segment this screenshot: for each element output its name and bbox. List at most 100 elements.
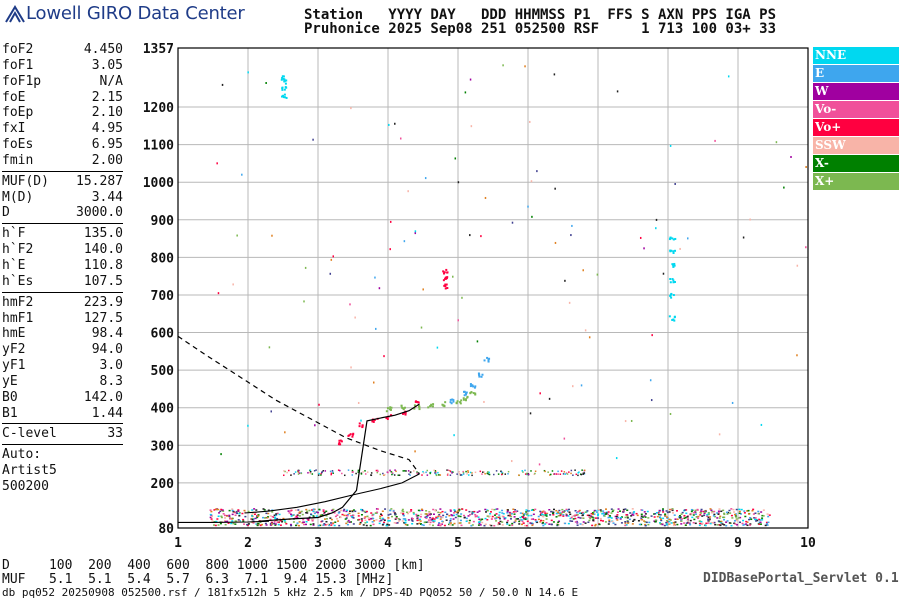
trace-point-0: [413, 404, 416, 407]
echo-dot: [331, 470, 334, 472]
x-tick-label: 3: [314, 536, 322, 551]
echo-dot: [699, 514, 702, 516]
echo-dot: [265, 516, 268, 519]
trace-point-4: [444, 287, 447, 290]
echo-dot: [464, 91, 467, 94]
echo-dot: [432, 508, 435, 511]
echo-dot: [511, 221, 514, 224]
echo-dot: [583, 473, 586, 475]
electron-density-profile: [258, 403, 420, 522]
echo-dot: [271, 523, 274, 525]
echo-dot: [452, 514, 455, 517]
echo-dot: [275, 513, 278, 515]
echo-dot: [429, 472, 431, 474]
echo-dot: [659, 516, 662, 519]
echo-dot: [377, 508, 380, 510]
echo-dot: [680, 520, 683, 522]
echo-dot: [459, 519, 462, 522]
echo-dot: [237, 510, 240, 512]
echo-dot: [720, 520, 723, 523]
echo-dot: [295, 515, 298, 518]
echo-dot: [394, 513, 397, 516]
trace-point-0: [462, 397, 465, 400]
echo-dot: [562, 473, 565, 475]
echo-dot: [416, 517, 419, 519]
echo-dot: [673, 523, 676, 525]
echo-dot: [466, 473, 468, 475]
echo-dot: [354, 510, 357, 513]
param-row-b0: B0 142.0: [2, 390, 123, 406]
echo-dot: [268, 346, 271, 349]
echo-dot: [626, 515, 629, 518]
echo-dot: [506, 523, 509, 525]
echo-dot: [274, 517, 277, 520]
trace-point-2: [463, 390, 466, 393]
echo-dot: [590, 512, 593, 515]
echo-dot: [584, 522, 587, 524]
echo-dot: [566, 473, 569, 475]
trace-point-2: [486, 356, 489, 359]
trace-point-0: [389, 406, 392, 409]
echo-dot: [435, 471, 437, 474]
trace-point-3: [672, 265, 675, 268]
echo-dot: [329, 470, 332, 473]
trace-point-4: [443, 284, 446, 287]
echo-dot: [244, 515, 247, 518]
echo-dot: [343, 514, 346, 517]
echo-dot: [647, 523, 650, 526]
echo-dot: [726, 520, 729, 522]
echo-dot: [636, 514, 639, 517]
echo-dot: [734, 515, 737, 517]
echo-dot: [579, 517, 582, 519]
echo-dot: [414, 230, 417, 233]
echo-dot: [506, 519, 509, 522]
echo-dot: [448, 523, 451, 526]
param-name: hmF1: [2, 310, 34, 326]
echo-dot: [357, 471, 359, 473]
trace-point-5: [283, 78, 286, 81]
echo-dot: [746, 510, 749, 512]
echo-dot: [236, 512, 239, 515]
echo-dot: [525, 511, 528, 513]
echo-dot: [406, 524, 409, 526]
echo-dot: [620, 516, 623, 518]
trace-point-3: [669, 236, 672, 239]
echo-dot: [419, 523, 422, 525]
echo-dot: [298, 521, 301, 523]
echo-dot: [516, 510, 519, 512]
echo-dot: [467, 515, 470, 517]
echo-dot: [790, 155, 792, 158]
echo-dot: [709, 508, 712, 510]
echo-dot: [497, 522, 500, 524]
echo-dot: [332, 255, 334, 258]
echo-dot: [650, 399, 653, 402]
echo-dot: [553, 473, 556, 475]
echo-dot: [330, 524, 333, 526]
y-tick-label: 500: [151, 364, 175, 379]
echo-dot: [748, 518, 751, 521]
y-tick-label: 700: [151, 289, 175, 304]
echo-dot: [579, 523, 582, 525]
echo-dot: [440, 523, 443, 526]
trace-point-4: [444, 277, 447, 280]
echo-dot: [274, 516, 277, 519]
param-name: hmF2: [2, 294, 34, 310]
echo-dot: [552, 508, 555, 511]
echo-dot: [305, 520, 308, 523]
echo-dot: [298, 511, 301, 513]
echo-dot: [522, 522, 525, 524]
echo-dot: [427, 519, 430, 521]
echo-dot: [311, 509, 314, 511]
echo-dot: [422, 524, 425, 527]
echo-dot: [662, 272, 665, 275]
echo-dot: [442, 514, 445, 517]
echo-dot: [393, 522, 396, 524]
echo-dot: [486, 518, 489, 521]
echo-dot: [644, 516, 647, 518]
echo-dot: [616, 514, 619, 516]
echo-dot: [465, 520, 468, 523]
echo-dot: [571, 224, 573, 227]
echo-dot: [685, 509, 688, 511]
echo-dot: [469, 513, 472, 516]
echo-dot: [441, 520, 444, 523]
